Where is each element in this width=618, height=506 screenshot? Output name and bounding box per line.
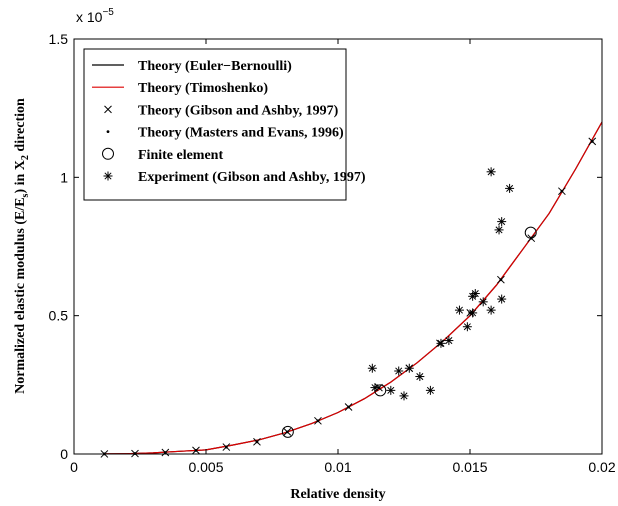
series-6-point-stroke-d2 — [395, 367, 403, 375]
x-tick-label: 0.02 — [588, 459, 615, 475]
x-tick-label: 0.005 — [188, 459, 223, 475]
legend-marker-symbol-stroke-d2 — [104, 172, 112, 180]
series-6-point-stroke-d2 — [455, 306, 463, 314]
series-6-markers — [367, 167, 515, 401]
legend-marker-symbol-stroke-b — [104, 105, 112, 114]
y-multiplier-base: x 10 — [76, 9, 103, 25]
series-4-point — [194, 449, 198, 452]
y-tick-label: 1.5 — [49, 31, 69, 47]
series-6-point — [399, 391, 409, 401]
legend-label: Theory (Timoshenko) — [138, 81, 268, 96]
series-6-point — [386, 385, 396, 395]
series-6-point — [486, 305, 496, 315]
y-axis-title-part-3: direction — [13, 98, 28, 155]
series-4-point — [316, 419, 320, 423]
legend-label: Theory (Euler−Bernoulli) — [138, 59, 292, 74]
y-tick-label: 0 — [60, 446, 68, 462]
y-axis-title-part-1: Normalized elastic modulus (E/E — [13, 197, 28, 393]
series-6-point — [497, 217, 507, 227]
series-2-line — [105, 121, 603, 455]
series-6-point-stroke-d2 — [426, 386, 434, 394]
series-4-point — [163, 451, 167, 454]
series-6-point — [462, 322, 472, 332]
series-6-point-stroke-d2 — [498, 218, 506, 226]
series-6-point — [415, 372, 425, 382]
series-6-point-stroke-d2 — [437, 339, 445, 347]
series-6-point-stroke-d2 — [495, 226, 503, 234]
series-6-point-stroke-d2 — [498, 295, 506, 303]
series-6-point-stroke-d2 — [368, 364, 376, 372]
series-6-point-stroke-d2 — [400, 392, 408, 400]
y-axis-title-part-2: ) in X — [13, 160, 28, 193]
series-6-point — [494, 225, 504, 235]
legend-marker-symbol — [103, 171, 113, 181]
y-multiplier: x 10−5 — [76, 7, 114, 25]
series-6-point-stroke-d2 — [387, 386, 395, 394]
legend-item-3: Theory (Gibson and Ashby, 1997) — [104, 103, 339, 118]
series-6-point-stroke-d2 — [416, 372, 424, 381]
series-4-point — [590, 139, 594, 143]
series-6-point — [367, 363, 377, 373]
series-6-point-stroke-d2 — [471, 289, 479, 298]
series-6-point-stroke-d2 — [487, 168, 495, 176]
y-tick-label: 1 — [60, 169, 68, 185]
series-6-point — [444, 336, 454, 346]
series-6-point-stroke-d2 — [469, 309, 477, 317]
series-4-point — [499, 278, 503, 282]
y-axis-title-subscript-s: s — [20, 193, 31, 197]
legend-item-4: Theory (Masters and Evans, 1996) — [106, 126, 344, 141]
series-4-point — [224, 445, 228, 449]
y-multiplier-exponent: −5 — [102, 7, 114, 18]
legend-items: Theory (Euler−Bernoulli) Theory (Timoshen… — [92, 59, 366, 185]
legend-label: Experiment (Gibson and Ashby, 1997) — [138, 170, 366, 185]
series-6-point — [505, 183, 515, 193]
series-6-point-stroke-d2 — [371, 384, 379, 392]
series-4-point — [560, 189, 564, 193]
x-tick-label: 0.01 — [324, 459, 351, 475]
series-6-point — [486, 167, 496, 177]
series-6-point — [468, 308, 478, 318]
legend-item-6: Experiment (Gibson and Ashby, 1997) — [103, 170, 366, 185]
legend-label: Theory (Masters and Evans, 1996) — [138, 126, 344, 141]
series-6-point-stroke-d2 — [487, 306, 495, 314]
y-axis-title: Normalized elastic modulus (E/Es) in X2 … — [13, 98, 31, 394]
series-6-point-stroke-d2 — [463, 323, 471, 331]
series-4-point — [347, 405, 350, 409]
legend-item-1: Theory (Euler−Bernoulli) — [92, 59, 292, 74]
legend-marker-symbol — [102, 147, 114, 160]
x-axis-title: Relative density — [290, 487, 385, 502]
y-tick-label: 0.5 — [49, 308, 69, 324]
series-6-point-stroke-d2 — [405, 364, 413, 372]
series-6-point — [497, 294, 507, 304]
series-6-point — [394, 366, 404, 376]
y-axis-title-subscript-2: 2 — [20, 155, 31, 160]
x-tick-label: 0 — [70, 459, 78, 475]
legend-item-2: Theory (Timoshenko) — [92, 81, 268, 96]
series-6-point — [436, 338, 446, 348]
x-tick-label: 0.015 — [452, 459, 487, 475]
series-5-point — [281, 425, 294, 438]
series-4-point — [255, 440, 259, 444]
legend-marker-symbol — [106, 130, 110, 134]
series-5-point — [524, 226, 537, 239]
legend-box — [83, 48, 347, 201]
series-6-point-stroke-d2 — [445, 337, 453, 345]
legend-label: Theory (Gibson and Ashby, 1997) — [138, 103, 339, 118]
series-6-point — [478, 297, 488, 307]
series-6-point — [370, 383, 380, 393]
series-6-point — [425, 385, 435, 395]
ticks-layer: 0 0.005 0.01 0.015 0.02 0 0.5 1 1.5 — [49, 31, 616, 475]
legend-item-5: Finite element — [102, 147, 223, 163]
series-6-point — [470, 289, 480, 299]
legend-label: Finite element — [138, 148, 223, 163]
series-6-point — [404, 363, 414, 373]
legend: Theory (Euler−Bernoulli) Theory (Timoshen… — [83, 48, 366, 201]
series-layer — [100, 121, 603, 458]
series-6-point — [454, 305, 464, 315]
series-4-point — [285, 430, 289, 434]
legend-marker-symbol — [104, 105, 112, 114]
series-6-point-stroke-d2 — [506, 184, 514, 192]
series-6-point-stroke-d2 — [479, 298, 487, 306]
